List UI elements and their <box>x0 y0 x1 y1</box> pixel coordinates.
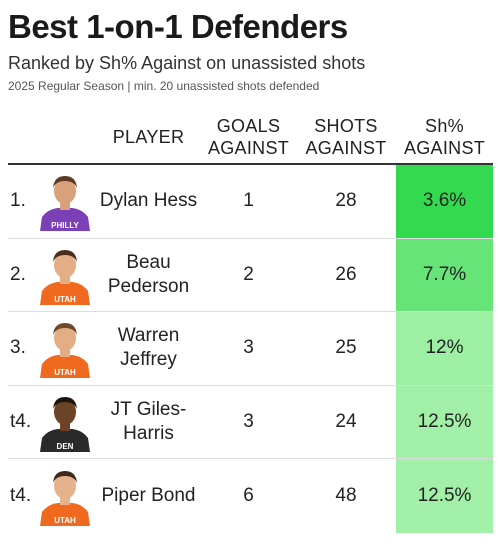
table-row: t4. DEN JT Giles-Harris 3 24 12.5% <box>8 385 493 460</box>
svg-text:UTAH: UTAH <box>54 516 76 525</box>
chart-note: 2025 Regular Season | min. 20 unassisted… <box>8 79 320 93</box>
sh-pct-against-value: 3.6% <box>396 165 493 238</box>
avatar: UTAH <box>36 466 94 527</box>
chart-title: Best 1-on-1 Defenders <box>8 8 348 45</box>
rank-label: 2. <box>10 263 26 285</box>
table-body: 1. PHILLY Dylan Hess 1 28 3.6% 2. UTAH Beau Pede… <box>8 165 493 533</box>
chart-subtitle: Ranked by Sh% Against on unassisted shot… <box>8 53 366 73</box>
goals-against-value: 2 <box>243 263 254 285</box>
player-photo: UTAH <box>34 312 96 385</box>
header-player: PLAYER <box>112 126 185 147</box>
goals-against-value: 1 <box>243 190 254 212</box>
player-name: Warren Jeffrey <box>117 325 180 371</box>
shots-against-value: 25 <box>335 337 357 359</box>
svg-text:PHILLY: PHILLY <box>51 221 79 230</box>
player-name: Piper Bond <box>101 485 196 507</box>
sh-pct-against-value: 12.5% <box>396 385 493 459</box>
shots-against-value: 48 <box>335 485 357 507</box>
player-name: Beau Pederson <box>107 251 190 297</box>
svg-text:DEN: DEN <box>57 442 74 451</box>
avatar: DEN <box>36 392 94 453</box>
header-sh-pct-against: Sh% AGAINST <box>403 115 486 158</box>
header-goals-against: GOALS AGAINST <box>207 115 290 158</box>
goals-against-value: 3 <box>243 411 254 433</box>
rank-label: t4. <box>10 411 32 433</box>
shots-against-value: 26 <box>335 263 357 285</box>
shots-against-value: 24 <box>335 411 357 433</box>
rank-label: 3. <box>10 337 26 359</box>
svg-text:UTAH: UTAH <box>54 295 76 304</box>
goals-against-value: 6 <box>243 485 254 507</box>
goals-against-value: 3 <box>243 337 254 359</box>
header-shots-against: SHOTS AGAINST <box>305 115 387 158</box>
avatar: UTAH <box>36 318 94 379</box>
defenders-table: PLAYER GOALS AGAINST SHOTS AGAINST Sh% A… <box>8 108 493 533</box>
rank-label: t4. <box>10 485 32 507</box>
svg-text:UTAH: UTAH <box>54 368 76 377</box>
sh-pct-against-value: 12% <box>396 312 493 385</box>
table-row: 1. PHILLY Dylan Hess 1 28 3.6% <box>8 165 493 239</box>
rank-label: 1. <box>10 190 26 212</box>
player-name: JT Giles-Harris <box>110 399 187 445</box>
shots-against-value: 28 <box>335 190 357 212</box>
table-row: 3. UTAH Warren Jeffrey 3 25 12% <box>8 312 493 386</box>
table-row: 2. UTAH Beau Pederson 2 26 7.7% <box>8 238 493 313</box>
avatar: PHILLY <box>36 171 94 232</box>
avatar: UTAH <box>36 244 94 305</box>
sh-pct-against-value: 7.7% <box>396 238 493 312</box>
player-photo: DEN <box>34 386 96 459</box>
table-row: t4. UTAH Piper Bond 6 48 12.5% <box>8 459 493 533</box>
table-header: PLAYER GOALS AGAINST SHOTS AGAINST Sh% A… <box>8 108 493 165</box>
player-photo: PHILLY <box>34 165 96 238</box>
player-name: Dylan Hess <box>99 190 198 212</box>
player-photo: UTAH <box>34 459 96 533</box>
sh-pct-against-value: 12.5% <box>396 459 493 533</box>
player-photo: UTAH <box>34 239 96 312</box>
